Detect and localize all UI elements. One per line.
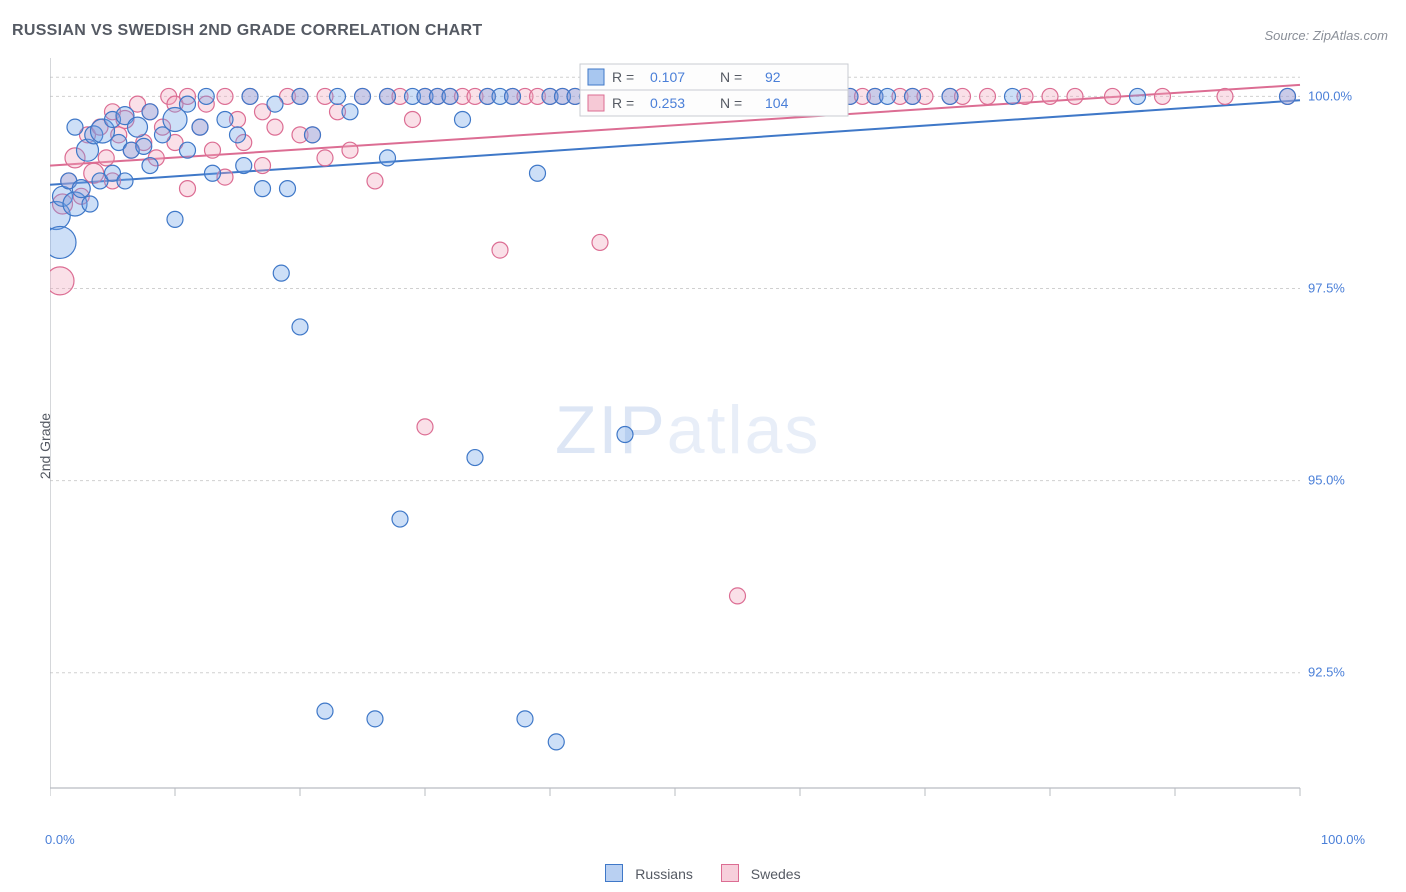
legend-label-swedes: Swedes [751,866,801,882]
source-label: Source: ZipAtlas.com [1264,28,1388,43]
x-axis-end-labels: 0.0% 100.0% [50,832,1360,852]
legend-swatch-swedes [721,864,739,882]
svg-text:104: 104 [765,95,789,111]
svg-text:0.253: 0.253 [650,95,685,111]
legend-label-russians: Russians [635,866,693,882]
svg-text:N =: N = [720,69,742,85]
svg-text:0.107: 0.107 [650,69,685,85]
chart-area: 92.5% 95.0% 97.5% 100.0% ZIPatlas R = 0.107 N =… [50,58,1360,818]
legend-bottom: Russians Swedes [0,864,1406,882]
x-axis-max-label: 100.0% [1321,832,1365,847]
svg-text:R =: R = [612,69,634,85]
svg-text:ZIPatlas: ZIPatlas [555,392,820,468]
svg-text:92.5%: 92.5% [1308,665,1345,680]
x-axis-min-label: 0.0% [45,832,75,847]
svg-text:R =: R = [612,95,634,111]
legend-item-swedes: Swedes [721,864,801,882]
legend-swatch-russians [605,864,623,882]
svg-text:97.5%: 97.5% [1308,281,1345,296]
svg-text:95.0%: 95.0% [1308,473,1345,488]
scatter-chart: 92.5% 95.0% 97.5% 100.0% ZIPatlas R = 0.107 N =… [50,58,1360,818]
chart-title: RUSSIAN VS SWEDISH 2ND GRADE CORRELATION… [12,22,482,40]
svg-text:N =: N = [720,95,742,111]
legend-item-russians: Russians [605,864,692,882]
svg-text:92: 92 [765,69,781,85]
svg-text:100.0%: 100.0% [1308,88,1353,103]
